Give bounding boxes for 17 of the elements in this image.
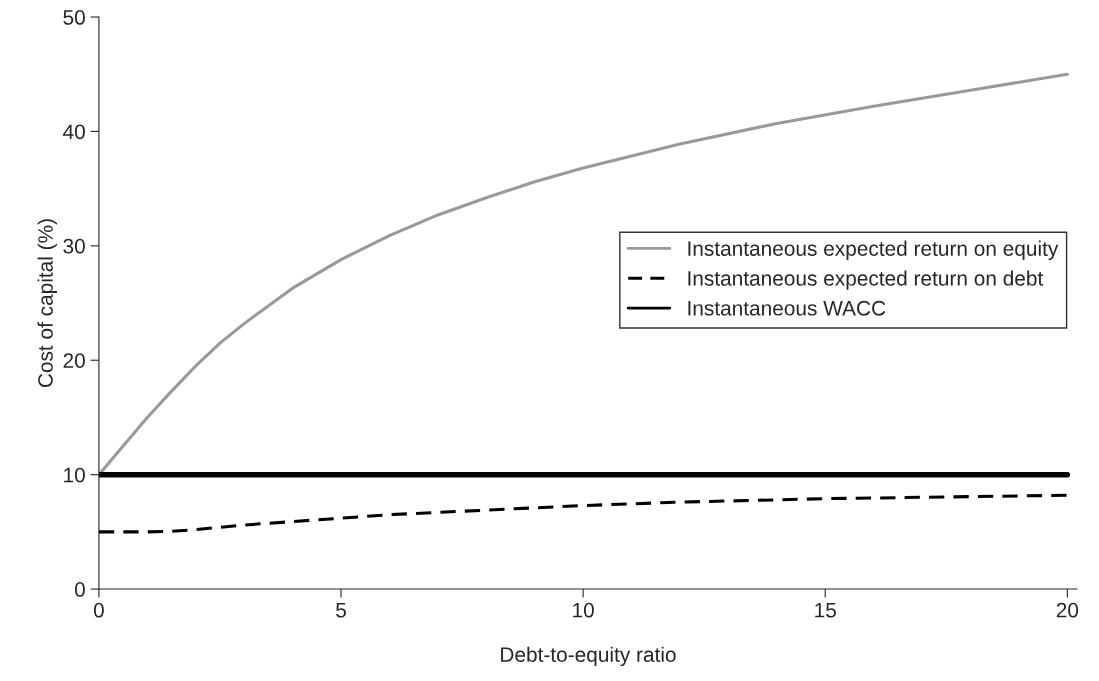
- x-tick-label: 0: [93, 602, 104, 618]
- legend-label: Instantaneous expected return on equity: [688, 240, 1059, 261]
- x-tick-label: 20: [1056, 602, 1079, 618]
- y-tick-label: 0: [74, 582, 85, 597]
- y-tick-label: 30: [63, 238, 85, 254]
- y-tick-label: 50: [63, 10, 85, 25]
- x-tick-label: 15: [815, 603, 836, 618]
- x-axis-title: Debt-to-equity ratio: [501, 646, 676, 667]
- y-tick-label: 10: [64, 467, 85, 483]
- x-tick-label: 10: [573, 602, 594, 618]
- y-axis-title: Cost of capital (%): [37, 219, 57, 388]
- legend-label: Instantaneous expected return on debt: [688, 270, 1044, 290]
- y-tick-label: 40: [63, 124, 85, 140]
- legend-label: Instantaneous WACC: [688, 300, 886, 316]
- y-tick-label: 20: [63, 353, 85, 368]
- line-series: [98, 493, 1069, 534]
- x-tick-label: 5: [336, 603, 346, 618]
